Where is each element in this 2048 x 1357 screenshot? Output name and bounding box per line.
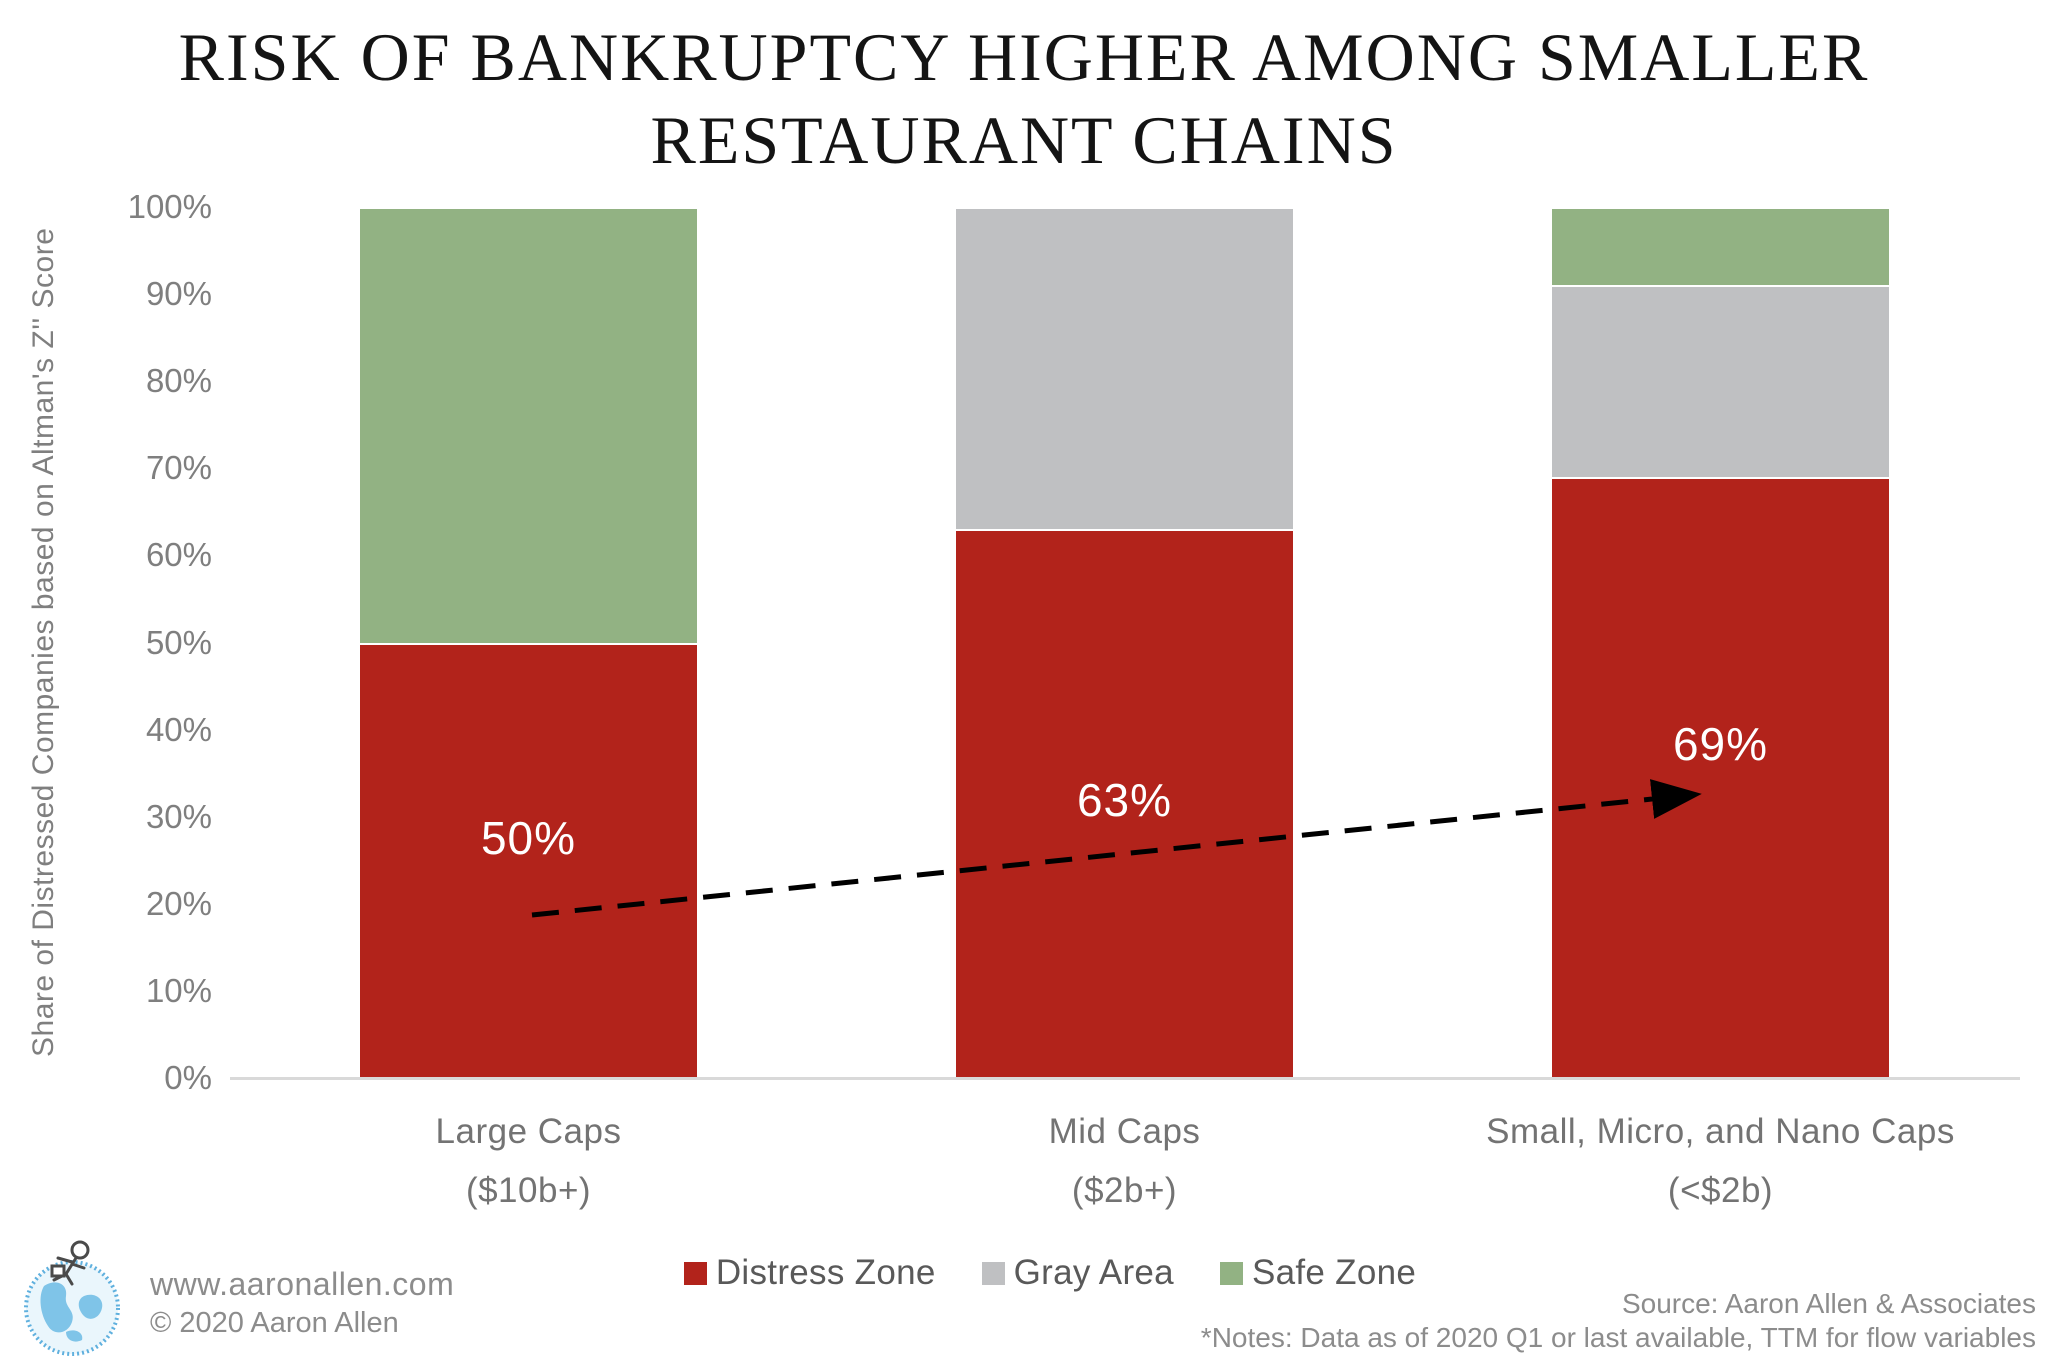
legend: Distress Zone Gray Area Safe Zone: [26, 1253, 2048, 1293]
footer-left: www.aaronallen.com © 2020 Aaron Allen: [150, 1264, 454, 1342]
y-tick-label: 100%: [127, 188, 212, 225]
y-tick-label: 50%: [145, 623, 212, 661]
aaron-allen-globe-logo: [24, 1240, 120, 1356]
bar-segment-distress-zone: [1552, 477, 1889, 1078]
chart-title-line2: RESTAURANT CHAINS: [650, 101, 1398, 178]
legend-item-distress-zone: Distress Zone: [683, 1253, 936, 1293]
y-tick-label: 0%: [164, 1059, 212, 1096]
bar-segment-gray-area: [956, 207, 1293, 530]
y-tick-label: 40%: [145, 710, 212, 748]
chart-title-line1: RISK OF BANKRUPTCY HIGHER AMONG SMALLER: [178, 19, 1870, 95]
legend-item-safe-zone: Safe Zone: [1219, 1253, 1417, 1293]
y-tick-label: 80%: [145, 362, 212, 400]
legend-item-gray-area: Gray Area: [981, 1253, 1174, 1293]
category-label: Large Caps ($10b+): [435, 1112, 622, 1210]
bar-data-label: 50%: [480, 811, 577, 864]
bar-segment-safe-zone: [360, 207, 697, 643]
x-axis-line: [230, 1077, 2020, 1080]
legend-label: Safe Zone: [1251, 1253, 1417, 1292]
stacked-bar: 69%: [1552, 207, 1889, 1078]
y-tick-label: 10%: [145, 971, 212, 1009]
source-text: Source: Aaron Allen & Associates: [1621, 1288, 2036, 1319]
y-tick-label: 60%: [145, 536, 212, 574]
y-tick-label: 90%: [145, 275, 212, 313]
y-tick-label: 70%: [145, 449, 212, 487]
legend-label: Gray Area: [1013, 1253, 1174, 1292]
footer-right: Source: Aaron Allen & Associates *Notes:…: [1201, 1287, 2036, 1355]
y-axis-tick-labels: 0% 10% 20% 30% 40% 50% 60% 70% 80% 90% 100%: [0, 188, 212, 1096]
plot-area: 50% 63% 69%: [230, 207, 2020, 1078]
legend-swatch: [981, 1261, 1005, 1285]
y-tick-label: 30%: [145, 797, 212, 835]
bar-segment-gray-area: [1552, 285, 1889, 478]
copyright-text: © 2020 Aaron Allen: [150, 1307, 399, 1339]
y-tick-label: 20%: [145, 884, 212, 922]
stacked-bar: 63%: [956, 207, 1293, 1078]
notes-text: *Notes: Data as of 2020 Q1 or last avail…: [1200, 1322, 2036, 1353]
website-link[interactable]: www.aaronallen.com: [150, 1266, 455, 1302]
legend-label: Distress Zone: [715, 1253, 936, 1292]
legend-swatch: [1219, 1261, 1243, 1285]
bar-data-label: 69%: [1672, 718, 1769, 771]
chart-title: RISK OF BANKRUPTCY HIGHER AMONG SMALLER …: [0, 16, 2048, 182]
category-label: Small, Micro, and Nano Caps (<$2b): [1486, 1112, 1955, 1210]
stacked-bar: 50%: [360, 207, 697, 1078]
legend-swatch: [683, 1261, 707, 1285]
bar-data-label: 63%: [1076, 774, 1173, 827]
bar-segment-safe-zone: [1552, 207, 1889, 286]
category-label: Mid Caps ($2b+): [1048, 1112, 1201, 1210]
